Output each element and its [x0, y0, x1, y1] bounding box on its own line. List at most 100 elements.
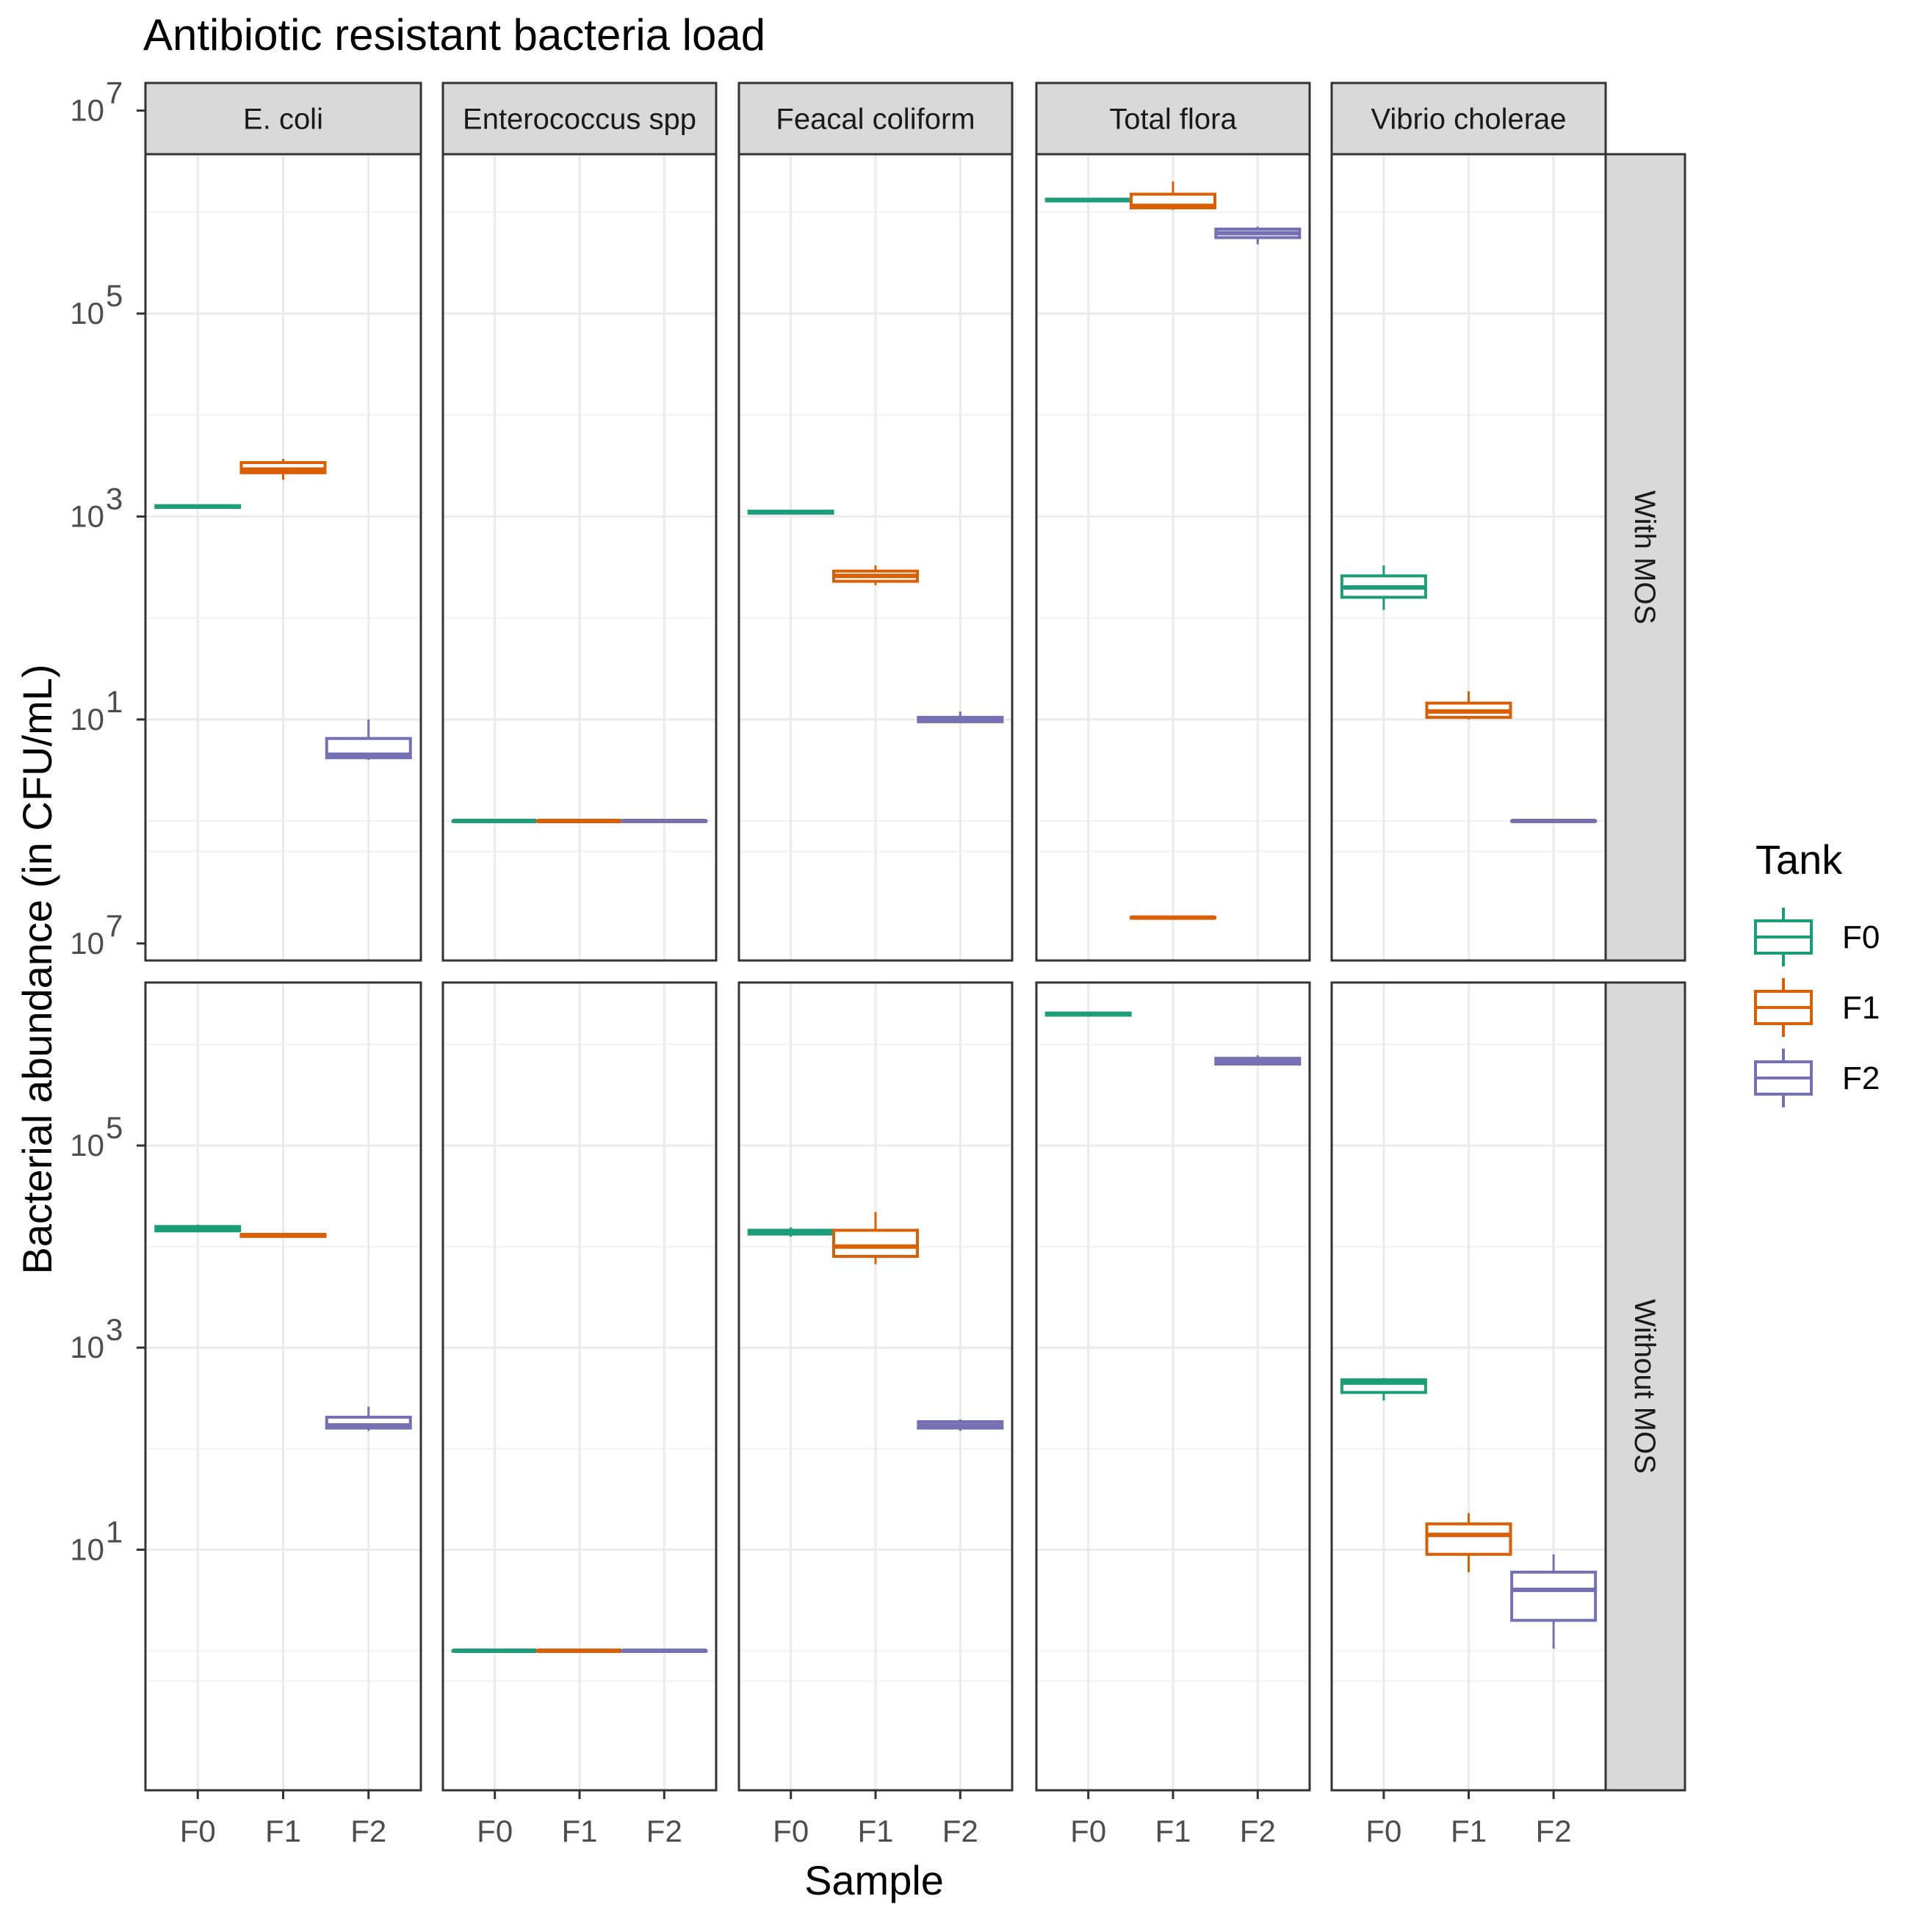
y-tick-label: 10 — [70, 1532, 104, 1566]
legend-title: Tank — [1755, 836, 1843, 883]
y-tick-label: 10 — [70, 1330, 104, 1364]
box-body — [832, 1229, 919, 1258]
box-f0 — [1340, 565, 1427, 610]
y-tick-label: 10 — [70, 702, 104, 737]
strip-total-flora — [1035, 82, 1311, 156]
panel-with-mos-total-flora — [1035, 153, 1311, 962]
legend-item-f0: F0 — [1754, 908, 1880, 966]
legend-items: F0 F1 F2 — [1754, 908, 1880, 1107]
box-f1 — [1130, 915, 1216, 920]
y-tick-label: 10 — [70, 93, 104, 128]
legend-label: F0 — [1842, 919, 1880, 955]
panel-with-mos-e-coli — [144, 153, 422, 962]
facet-panels: E. coli Enterococcus spp Feacal coliform To… — [144, 82, 1686, 1792]
box-f1 — [832, 1212, 919, 1265]
strip-without-mos — [1604, 981, 1686, 1792]
x-tick-label: F1 — [857, 1814, 893, 1848]
legend: Tank F0 F1 F2 — [1754, 836, 1880, 1107]
x-tick-label: F1 — [1155, 1814, 1191, 1848]
box-f1 — [536, 819, 623, 823]
box-f1 — [1425, 1513, 1512, 1572]
box-body — [1510, 1570, 1598, 1622]
panel-without-mos-vibrio-cholerae — [1330, 981, 1607, 1792]
panel-border — [1035, 153, 1311, 962]
y-tick-label: 10 — [70, 926, 104, 960]
strip-label-without-mos: Without MOS — [1628, 1299, 1661, 1474]
panel-without-mos-e-coli — [144, 981, 422, 1792]
box-f1 — [1425, 691, 1512, 720]
box-f2 — [1214, 226, 1302, 245]
x-tick-label: F1 — [561, 1814, 597, 1848]
y-tick-exponent: 3 — [106, 1312, 123, 1347]
strip-label-with-mos: With MOS — [1628, 491, 1661, 624]
legend-label: F1 — [1842, 990, 1880, 1026]
box-f1 — [239, 1233, 327, 1238]
panel-with-mos-enterococcus-spp — [441, 153, 718, 962]
strip-label-enterococcus-spp: Enterococcus spp — [463, 104, 696, 136]
strip-e-coli — [144, 82, 422, 156]
y-tick-label: 10 — [70, 296, 104, 330]
box-f0 — [451, 819, 538, 823]
x-tick-label: F0 — [180, 1814, 216, 1848]
box-f2 — [325, 1406, 412, 1431]
box-f2 — [917, 1419, 1004, 1431]
y-tick-exponent: 1 — [106, 1514, 123, 1549]
box-f2 — [621, 819, 708, 823]
y-tick-exponent: 7 — [106, 76, 123, 110]
y-tick-label: 10 — [70, 1128, 104, 1162]
box-f0 — [1340, 1378, 1427, 1401]
panel-without-mos-enterococcus-spp — [441, 981, 718, 1792]
box-body — [1425, 1522, 1512, 1556]
panel-border — [1330, 153, 1607, 962]
panel-without-mos-total-flora — [1035, 915, 1311, 1792]
strip-label-e-coli: E. coli — [243, 104, 323, 136]
box-f1 — [1130, 181, 1216, 210]
x-tick-label: F1 — [1451, 1814, 1487, 1848]
panel-without-mos-feacal-coliform — [737, 981, 1014, 1792]
strip-feacal-coliform — [737, 82, 1014, 156]
strip-label-vibrio-cholerae: Vibrio cholerae — [1371, 104, 1566, 136]
panel-with-mos-feacal-coliform — [737, 153, 1014, 962]
x-tick-label: F2 — [942, 1814, 978, 1848]
box-f1 — [239, 458, 327, 480]
panel-with-mos-vibrio-cholerae — [1330, 153, 1607, 962]
x-tick-label: F2 — [350, 1814, 386, 1848]
y-tick-exponent: 1 — [106, 684, 123, 719]
box-f2 — [917, 711, 1004, 723]
box-f0 — [1044, 198, 1132, 203]
x-tick-label: F0 — [477, 1814, 513, 1848]
strip-enterococcus-spp — [441, 82, 718, 156]
x-axis-title: Sample — [804, 1857, 944, 1903]
box-f0 — [747, 510, 834, 515]
box-f0 — [154, 504, 242, 510]
box-f2 — [1510, 1554, 1598, 1649]
box-f0 — [1044, 1011, 1132, 1017]
box-f1 — [832, 565, 919, 586]
x-tick-label: F0 — [1365, 1814, 1401, 1848]
legend-label: F2 — [1842, 1060, 1880, 1096]
box-f2 — [1214, 1055, 1302, 1066]
x-tick-label: F2 — [1536, 1814, 1572, 1848]
box-f0 — [154, 1224, 242, 1233]
x-tick-label: F0 — [773, 1814, 809, 1848]
y-tick-exponent: 5 — [106, 1110, 123, 1145]
box-f2 — [1510, 819, 1598, 823]
y-tick-exponent: 5 — [106, 278, 123, 313]
y-tick-exponent: 3 — [106, 481, 123, 515]
panel-border — [441, 153, 718, 962]
legend-item-f1: F1 — [1754, 978, 1880, 1037]
legend-item-f2: F2 — [1754, 1049, 1880, 1107]
x-tick-label: F2 — [646, 1814, 682, 1848]
x-tick-label: F0 — [1070, 1814, 1106, 1848]
x-tick-label: F1 — [265, 1814, 301, 1848]
y-tick-label: 10 — [70, 499, 104, 533]
box-f2 — [325, 719, 412, 760]
y-axis-title: Bacterial abundance (in CFU/mL) — [14, 664, 60, 1274]
x-axis-ticks: F0 F1 F2 F0 F1 F2 F0 F1 F2 F0 F1 F2 F0 F1 F2 — [180, 1790, 1572, 1848]
strip-label-feacal-coliform: Feacal coliform — [776, 104, 975, 136]
strip-label-total-flora: Total flora — [1109, 104, 1237, 136]
y-tick-exponent: 7 — [106, 908, 123, 943]
panel-border — [737, 153, 1014, 962]
